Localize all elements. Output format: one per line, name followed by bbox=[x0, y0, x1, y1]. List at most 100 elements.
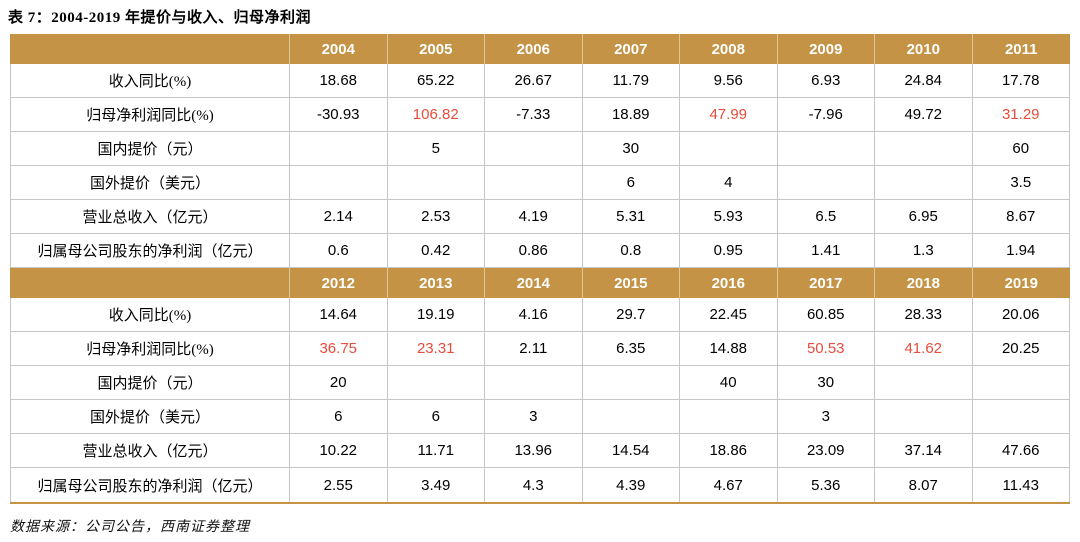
value-cell: 37.14 bbox=[875, 434, 973, 468]
value-cell: 3.5 bbox=[972, 166, 1070, 200]
row-label: 收入同比(%) bbox=[10, 64, 290, 98]
year-header: 2018 bbox=[875, 268, 973, 298]
value-cell: 36.75 bbox=[290, 332, 388, 366]
value-cell: 3 bbox=[485, 400, 583, 434]
value-cell: 106.82 bbox=[387, 98, 485, 132]
value-cell: 40 bbox=[680, 366, 778, 400]
value-cell: 23.09 bbox=[777, 434, 875, 468]
value-cell: 29.7 bbox=[582, 298, 680, 332]
value-cell: 2.11 bbox=[485, 332, 583, 366]
value-cell bbox=[582, 400, 680, 434]
value-cell: 60 bbox=[972, 132, 1070, 166]
value-cell bbox=[582, 366, 680, 400]
value-cell: 14.54 bbox=[582, 434, 680, 468]
value-cell: 24.84 bbox=[875, 64, 973, 98]
value-cell: -30.93 bbox=[290, 98, 388, 132]
value-cell: 3.49 bbox=[387, 468, 485, 502]
value-cell: 8.67 bbox=[972, 200, 1070, 234]
value-cell: 6.35 bbox=[582, 332, 680, 366]
row-label: 归母净利润同比(%) bbox=[10, 332, 290, 366]
row-label: 营业总收入（亿元） bbox=[10, 434, 290, 468]
value-cell: 8.07 bbox=[875, 468, 973, 502]
value-cell bbox=[875, 166, 973, 200]
year-header: 2014 bbox=[485, 268, 583, 298]
value-cell: 6.93 bbox=[777, 64, 875, 98]
row-label: 归属母公司股东的净利润（亿元） bbox=[10, 234, 290, 268]
value-cell bbox=[290, 166, 388, 200]
value-cell: 22.45 bbox=[680, 298, 778, 332]
value-cell: 6.5 bbox=[777, 200, 875, 234]
value-cell: 14.88 bbox=[680, 332, 778, 366]
value-cell: 50.53 bbox=[777, 332, 875, 366]
value-cell: 6 bbox=[582, 166, 680, 200]
value-cell: 47.66 bbox=[972, 434, 1070, 468]
value-cell bbox=[387, 366, 485, 400]
value-cell bbox=[680, 400, 778, 434]
row-label: 收入同比(%) bbox=[10, 298, 290, 332]
value-cell: 5.31 bbox=[582, 200, 680, 234]
value-cell bbox=[290, 132, 388, 166]
value-cell: 5.36 bbox=[777, 468, 875, 502]
value-cell: 13.96 bbox=[485, 434, 583, 468]
year-header: 2004 bbox=[290, 34, 388, 64]
value-cell: 49.72 bbox=[875, 98, 973, 132]
data-source-note: 数据来源：公司公告，西南证券整理 bbox=[10, 520, 250, 535]
year-header: 2005 bbox=[387, 34, 485, 64]
value-cell: 28.33 bbox=[875, 298, 973, 332]
value-cell: 31.29 bbox=[972, 98, 1070, 132]
year-header: 2013 bbox=[387, 268, 485, 298]
value-cell: 0.42 bbox=[387, 234, 485, 268]
year-header: 2016 bbox=[680, 268, 778, 298]
value-cell: 18.86 bbox=[680, 434, 778, 468]
year-header: 2008 bbox=[680, 34, 778, 64]
value-cell bbox=[680, 132, 778, 166]
value-cell: 4 bbox=[680, 166, 778, 200]
value-cell: 14.64 bbox=[290, 298, 388, 332]
value-cell bbox=[777, 132, 875, 166]
value-cell: 30 bbox=[777, 366, 875, 400]
value-cell bbox=[875, 132, 973, 166]
year-header: 2012 bbox=[290, 268, 388, 298]
value-cell: 23.31 bbox=[387, 332, 485, 366]
value-cell: 4.19 bbox=[485, 200, 583, 234]
year-header: 2011 bbox=[972, 34, 1070, 64]
value-cell: 2.14 bbox=[290, 200, 388, 234]
value-cell bbox=[972, 366, 1070, 400]
value-cell: 11.79 bbox=[582, 64, 680, 98]
year-header: 2009 bbox=[777, 34, 875, 64]
value-cell: 11.43 bbox=[972, 468, 1070, 502]
price-revenue-table: 2004 2005 2006 2007 2008 2009 2010 2011 收入同比(%) 1… bbox=[10, 34, 1070, 504]
year-header: 2007 bbox=[582, 34, 680, 64]
value-cell: 6.95 bbox=[875, 200, 973, 234]
value-cell bbox=[485, 132, 583, 166]
value-cell: 3 bbox=[777, 400, 875, 434]
value-cell: 65.22 bbox=[387, 64, 485, 98]
year-header: 2010 bbox=[875, 34, 973, 64]
value-cell bbox=[485, 366, 583, 400]
value-cell: 11.71 bbox=[387, 434, 485, 468]
value-cell: 9.56 bbox=[680, 64, 778, 98]
value-cell: 30 bbox=[582, 132, 680, 166]
price-revenue-table-body: 2004 2005 2006 2007 2008 2009 2010 2011 收入同比(%) 1… bbox=[10, 34, 1070, 502]
value-cell: -7.96 bbox=[777, 98, 875, 132]
row-label: 归母净利润同比(%) bbox=[10, 98, 290, 132]
value-cell: 6 bbox=[290, 400, 388, 434]
value-cell: 18.68 bbox=[290, 64, 388, 98]
value-cell bbox=[875, 400, 973, 434]
value-cell: 4.3 bbox=[485, 468, 583, 502]
value-cell bbox=[387, 166, 485, 200]
header-corner-cell bbox=[10, 34, 290, 64]
value-cell: 17.78 bbox=[972, 64, 1070, 98]
value-cell: 41.62 bbox=[875, 332, 973, 366]
row-label: 营业总收入（亿元） bbox=[10, 200, 290, 234]
value-cell: 5.93 bbox=[680, 200, 778, 234]
value-cell: 47.99 bbox=[680, 98, 778, 132]
header-corner-cell bbox=[10, 268, 290, 298]
value-cell bbox=[972, 400, 1070, 434]
value-cell: 26.67 bbox=[485, 64, 583, 98]
value-cell: 4.16 bbox=[485, 298, 583, 332]
value-cell: 2.55 bbox=[290, 468, 388, 502]
value-cell: 18.89 bbox=[582, 98, 680, 132]
value-cell: 10.22 bbox=[290, 434, 388, 468]
